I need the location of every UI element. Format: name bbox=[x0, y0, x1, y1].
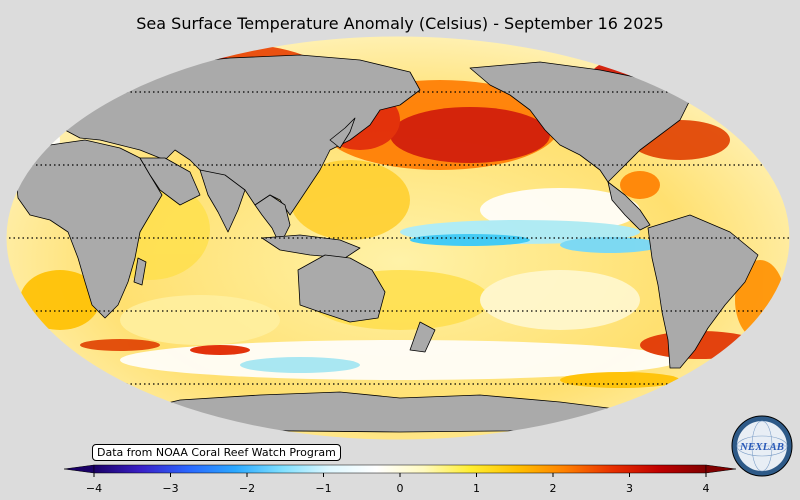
colorbar-left-arrow bbox=[63, 464, 95, 474]
sst-anomaly-map bbox=[5, 35, 791, 440]
africa bbox=[15, 139, 163, 319]
australia bbox=[297, 254, 386, 323]
japan bbox=[329, 117, 356, 149]
madagascar bbox=[133, 257, 147, 286]
antarctica bbox=[129, 391, 666, 433]
eurasia bbox=[59, 54, 421, 216]
india bbox=[199, 169, 246, 233]
colorbar-gradient bbox=[93, 464, 707, 474]
new-zealand bbox=[409, 321, 436, 353]
indonesia bbox=[261, 234, 361, 259]
colorbar-tick-label: 4 bbox=[703, 482, 710, 495]
colorbar-tick-label: 3 bbox=[626, 482, 633, 495]
colorbar: −4 −3 −2 −1 0 1 2 3 4 bbox=[63, 464, 737, 495]
se-asia bbox=[254, 194, 291, 246]
data-credit: Data from NOAA Coral Reef Watch Program bbox=[92, 444, 341, 461]
colorbar-right-arrow bbox=[705, 464, 737, 474]
nexlab-logo: NEXLAB bbox=[731, 415, 793, 477]
colorbar-tick-label: 1 bbox=[473, 482, 480, 495]
map-title: Sea Surface Temperature Anomaly (Celsius… bbox=[136, 14, 664, 33]
colorbar-tick-label: −4 bbox=[86, 482, 102, 495]
central-america bbox=[607, 181, 651, 231]
latitude-lines bbox=[6, 91, 790, 385]
land-masses bbox=[15, 49, 761, 433]
south-america bbox=[647, 214, 759, 369]
logo-text: NEXLAB bbox=[739, 441, 784, 453]
arabia bbox=[139, 157, 201, 206]
colorbar-tick-label: 0 bbox=[397, 482, 404, 495]
colorbar-tick-label: −2 bbox=[239, 482, 255, 495]
colorbar-tick-label: 2 bbox=[550, 482, 557, 495]
greenland bbox=[679, 49, 761, 86]
colorbar-tick-label: −1 bbox=[315, 482, 331, 495]
colorbar-tick-label: −3 bbox=[162, 482, 178, 495]
